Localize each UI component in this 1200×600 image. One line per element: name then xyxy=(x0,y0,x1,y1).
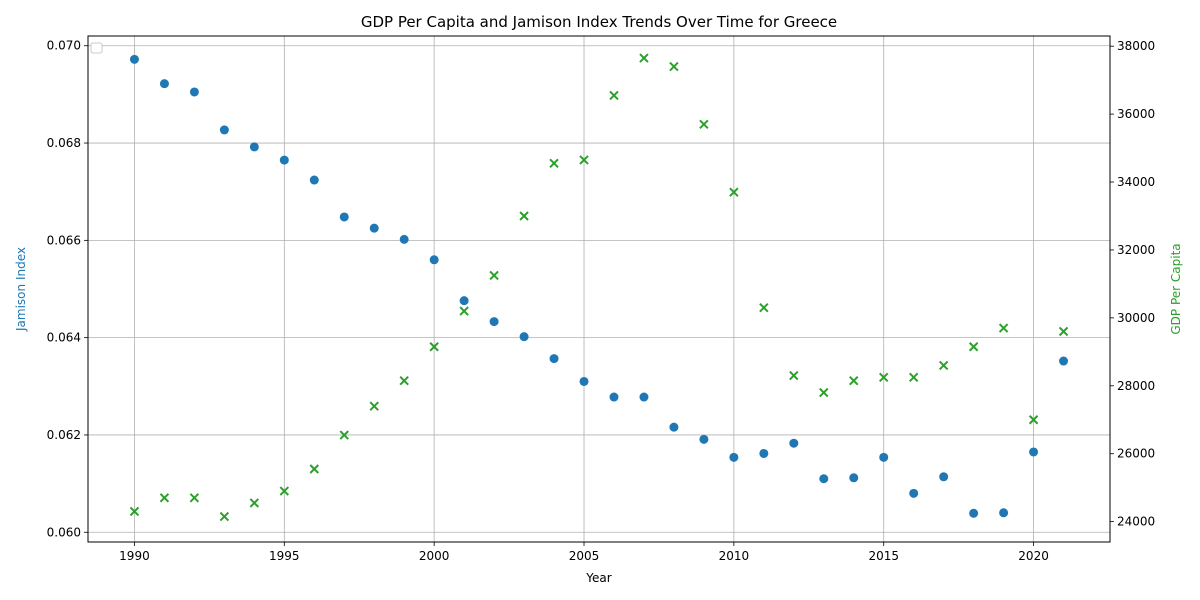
y-axis-right-label: GDP Per Capita xyxy=(1169,243,1183,334)
jamison-index-point xyxy=(639,393,648,402)
jamison-index-point xyxy=(969,509,978,518)
y-right-tick-label: 34000 xyxy=(1117,175,1155,189)
jamison-index-point xyxy=(490,317,499,326)
jamison-index-point xyxy=(879,453,888,462)
x-tick-label: 1990 xyxy=(119,549,150,563)
jamison-index-point xyxy=(130,55,139,64)
y-right-tick-label: 38000 xyxy=(1117,39,1155,53)
jamison-index-point xyxy=(220,125,229,134)
x-tick-label: 2010 xyxy=(719,549,750,563)
y-left-tick-label: 0.068 xyxy=(47,136,81,150)
jamison-index-point xyxy=(669,423,678,432)
jamison-index-point xyxy=(729,453,738,462)
y-right-tick-label: 24000 xyxy=(1117,515,1155,529)
chart-title: GDP Per Capita and Jamison Index Trends … xyxy=(361,13,837,31)
jamison-index-point xyxy=(190,87,199,96)
x-tick-label: 2000 xyxy=(419,549,450,563)
y-axis-left-label: Jamison Index xyxy=(14,247,28,332)
x-tick-label: 2015 xyxy=(868,549,899,563)
jamison-index-point xyxy=(789,439,798,448)
y-right-tick-label: 36000 xyxy=(1117,107,1155,121)
jamison-index-point xyxy=(160,79,169,88)
x-axis-label: Year xyxy=(585,571,611,585)
jamison-index-point xyxy=(280,156,289,165)
jamison-index-point xyxy=(460,296,469,305)
jamison-index-point xyxy=(819,474,828,483)
legend-box xyxy=(91,43,102,53)
x-tick-label: 2020 xyxy=(1018,549,1049,563)
jamison-index-point xyxy=(939,472,948,481)
jamison-index-point xyxy=(310,176,319,185)
jamison-index-point xyxy=(849,473,858,482)
y-left-tick-label: 0.062 xyxy=(47,428,81,442)
jamison-index-point xyxy=(550,354,559,363)
jamison-index-point xyxy=(609,393,618,402)
y-left-tick-label: 0.066 xyxy=(47,233,81,247)
x-tick-label: 1995 xyxy=(269,549,300,563)
y-right-tick-label: 28000 xyxy=(1117,379,1155,393)
y-left-tick-label: 0.060 xyxy=(47,525,81,539)
jamison-index-point xyxy=(1059,357,1068,366)
jamison-index-point xyxy=(909,489,918,498)
jamison-index-point xyxy=(580,377,589,386)
jamison-index-point xyxy=(699,435,708,444)
jamison-index-point xyxy=(400,235,409,244)
y-right-tick-label: 32000 xyxy=(1117,243,1155,257)
jamison-index-point xyxy=(520,332,529,341)
jamison-index-point xyxy=(759,449,768,458)
jamison-index-point xyxy=(250,142,259,151)
jamison-index-point xyxy=(430,255,439,264)
x-tick-label: 2005 xyxy=(569,549,600,563)
jamison-index-point xyxy=(370,224,379,233)
jamison-index-point xyxy=(1029,447,1038,456)
jamison-index-point xyxy=(999,508,1008,517)
y-left-tick-label: 0.064 xyxy=(47,331,81,345)
y-right-tick-label: 30000 xyxy=(1117,311,1155,325)
y-left-tick-label: 0.070 xyxy=(47,39,81,53)
jamison-index-point xyxy=(340,212,349,221)
y-right-tick-label: 26000 xyxy=(1117,447,1155,461)
